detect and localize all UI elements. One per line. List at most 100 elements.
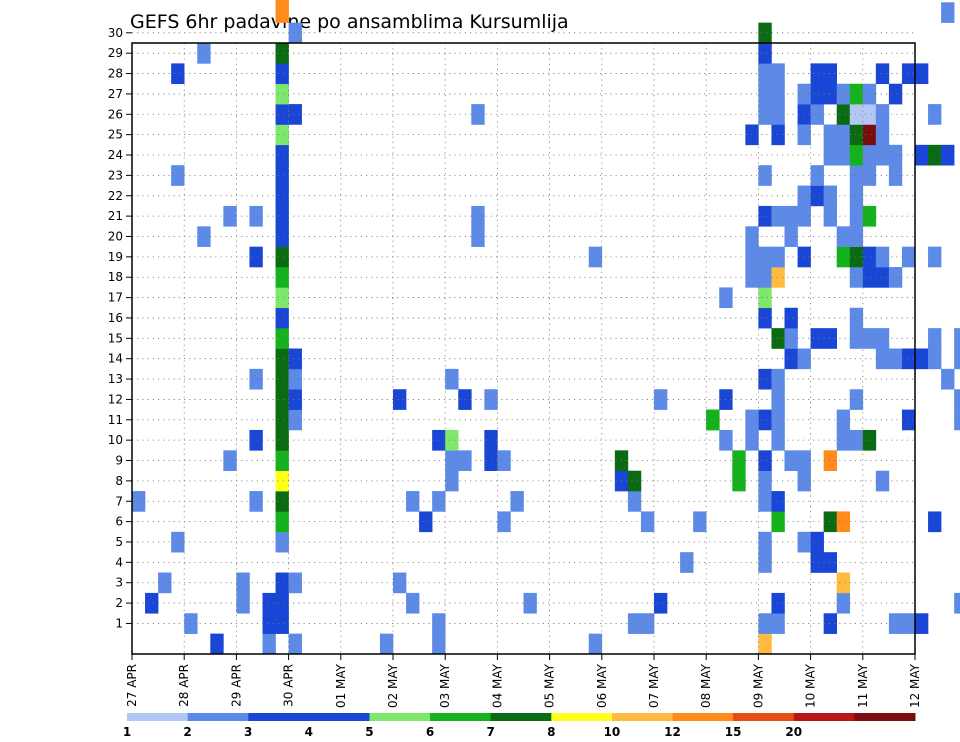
legend-swatch [127, 713, 189, 721]
heatmap-cell [758, 613, 772, 634]
heatmap-cell [810, 552, 824, 573]
heatmap-cell [745, 124, 759, 146]
y-axis-ticks: 1234567891011121314151617181920212223242… [108, 26, 132, 630]
legend-label: 10 [604, 725, 621, 739]
heatmap-cell [745, 409, 759, 431]
y-tick-label: 20 [108, 229, 123, 243]
heatmap-cell [797, 246, 811, 268]
y-tick-label: 12 [108, 392, 123, 406]
heatmap-cell [862, 83, 877, 105]
heatmap-cell [275, 307, 289, 329]
heatmap-cell [901, 409, 916, 431]
heatmap-cell [275, 2, 289, 23]
heatmap-cell [432, 633, 446, 655]
heatmap-cell [862, 246, 877, 268]
heatmap-cell [275, 185, 289, 207]
heatmap-cell [249, 429, 263, 451]
x-tick-label: 11 MAY [856, 663, 870, 708]
heatmap-cell [862, 165, 877, 186]
heatmap-cell [275, 43, 289, 64]
heatmap-cell [771, 389, 785, 410]
heatmap-cell [275, 470, 289, 492]
heatmap-cell [275, 348, 289, 370]
y-tick-label: 28 [108, 67, 123, 81]
heatmap-cell [784, 328, 798, 349]
heatmap-cell [915, 63, 929, 85]
heatmap-cell [888, 165, 903, 186]
heatmap-cell [901, 246, 916, 268]
heatmap-cell [249, 246, 263, 268]
heatmap-cell [849, 144, 864, 166]
heatmap-cell [797, 470, 811, 492]
legend-swatch [733, 713, 795, 721]
heatmap-cell [275, 389, 289, 410]
heatmap-cell [797, 83, 811, 105]
heatmap-cell [823, 63, 837, 85]
heatmap-cell [849, 328, 864, 349]
heatmap-cell [275, 104, 289, 125]
x-tick-label: 04 MAY [490, 663, 504, 708]
y-tick-label: 19 [108, 250, 123, 264]
heatmap-cell [941, 368, 955, 390]
heatmap-cell [849, 307, 864, 329]
x-tick-label: 01 MAY [334, 663, 348, 708]
heatmap-cell [419, 511, 433, 533]
heatmap-cell [771, 328, 785, 349]
heatmap-cell [784, 348, 798, 370]
heatmap-cell [758, 165, 772, 186]
heatmap-cell [275, 246, 289, 268]
heatmap-cell [823, 83, 837, 105]
legend-label: 7 [487, 725, 495, 739]
heatmap-cell [954, 389, 960, 410]
y-tick-label: 25 [108, 128, 123, 142]
x-tick-label: 07 MAY [647, 663, 661, 708]
heatmap-cell [836, 572, 851, 594]
x-tick-label: 05 MAY [543, 663, 557, 708]
heatmap-cell [954, 328, 960, 349]
y-tick-label: 2 [115, 596, 123, 610]
heatmap-cell [758, 205, 772, 227]
heatmap-cell [797, 450, 811, 471]
y-tick-label: 5 [115, 535, 123, 549]
legend-label: 4 [305, 725, 313, 739]
heatmap-cell [732, 470, 746, 492]
heatmap-cell [275, 328, 289, 349]
heatmap-cell [875, 104, 890, 125]
heatmap-cell [849, 165, 864, 186]
heatmap-cell [823, 511, 837, 533]
heatmap-cell [771, 613, 785, 634]
heatmap-cell [210, 633, 224, 655]
heatmap-cell [758, 633, 772, 655]
heatmap-cell [797, 104, 811, 125]
heatmap-cell [758, 246, 772, 268]
legend-label: 6 [426, 725, 434, 739]
heatmap-cell [875, 63, 890, 85]
heatmap-cell [836, 592, 851, 614]
heatmap-cell [888, 144, 903, 166]
heatmap-cell [797, 531, 811, 553]
y-tick-label: 18 [108, 270, 123, 284]
heatmap-cell [758, 267, 772, 288]
legend-label: 20 [785, 725, 802, 739]
y-tick-label: 6 [115, 515, 123, 529]
heatmap-cell [862, 104, 877, 125]
heatmap-cell [875, 328, 890, 349]
heatmap-cell [928, 144, 942, 166]
heatmap-cell [275, 144, 289, 166]
heatmap-cell [928, 511, 942, 533]
heatmap-cell [627, 613, 642, 634]
heatmap-cell [197, 226, 211, 247]
heatmap-cell [236, 572, 250, 594]
heatmap-cell [275, 531, 289, 553]
heatmap-cell [875, 144, 890, 166]
heatmap-cell [823, 205, 837, 227]
y-tick-label: 14 [108, 352, 123, 366]
heatmap-cell [888, 83, 903, 105]
heatmap-cell [836, 246, 851, 268]
heatmap-cell [758, 287, 772, 309]
x-tick-label: 27 APR [125, 664, 139, 707]
heatmap-cell [275, 409, 289, 431]
heatmap-cell [954, 592, 960, 614]
heatmap-cell [915, 144, 929, 166]
